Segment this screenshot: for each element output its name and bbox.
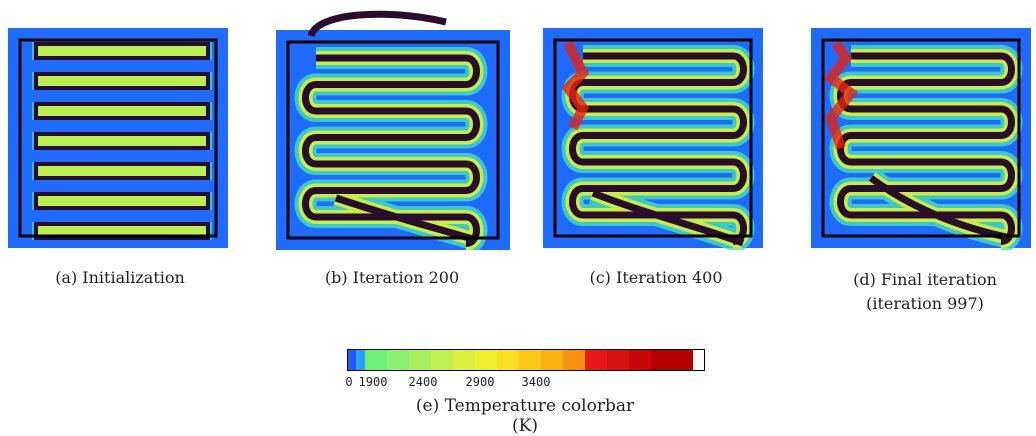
track-outside [307,10,447,38]
boundary [553,38,753,238]
colorbar-segment [475,349,497,371]
caption: (d) Final iteration (iteration 997) [805,268,1036,316]
track [34,72,210,90]
panel-d [811,28,1031,250]
colorbar-caption: (e) Temperature colorbar (K) [415,396,635,436]
panel-a [8,28,228,248]
colorbar-tick: 3400 [521,375,551,389]
track [34,192,210,210]
colorbar-segment [519,349,541,371]
caption: (c) Iteration 400 [589,268,723,287]
colorbar-frame [347,349,705,371]
caption-line: (iteration 997) [866,294,984,313]
colorbar-segment [356,349,365,371]
colorbar-segment [409,349,431,371]
boundary [821,38,1021,238]
colorbar-segment [607,349,629,371]
track [34,102,210,120]
caption-line: (d) Final iteration [853,270,997,289]
colorbar-segment [629,349,651,371]
colorbar-segment [497,349,519,371]
track [569,52,747,247]
colorbar-segment [563,349,585,371]
colorbar-tick: 0 [345,375,353,389]
track [34,162,210,180]
colorbar-segment [387,349,409,371]
colorbar-segment [365,349,387,371]
caption: (a) Initialization [55,268,185,287]
boundary [18,38,218,238]
colorbar-segment [347,349,356,371]
colorbar-segment [541,349,563,371]
colorbar-tick: 1900 [358,375,388,389]
track [34,132,210,150]
panel-b [276,10,510,250]
track [302,54,480,247]
colorbar-segment [453,349,475,371]
colorbar-segment [585,349,607,371]
colorbar-tick: 2400 [408,375,438,389]
track [34,42,210,60]
colorbar-segment [431,349,453,371]
caption: (b) Iteration 200 [324,268,460,287]
hot-zone [824,40,859,150]
hot-zone [561,40,590,131]
colorbar-segment [651,349,693,371]
boundary [286,40,500,240]
colorbar [347,349,705,371]
panel-c [543,28,763,250]
colorbar-tick: 2900 [465,375,495,389]
